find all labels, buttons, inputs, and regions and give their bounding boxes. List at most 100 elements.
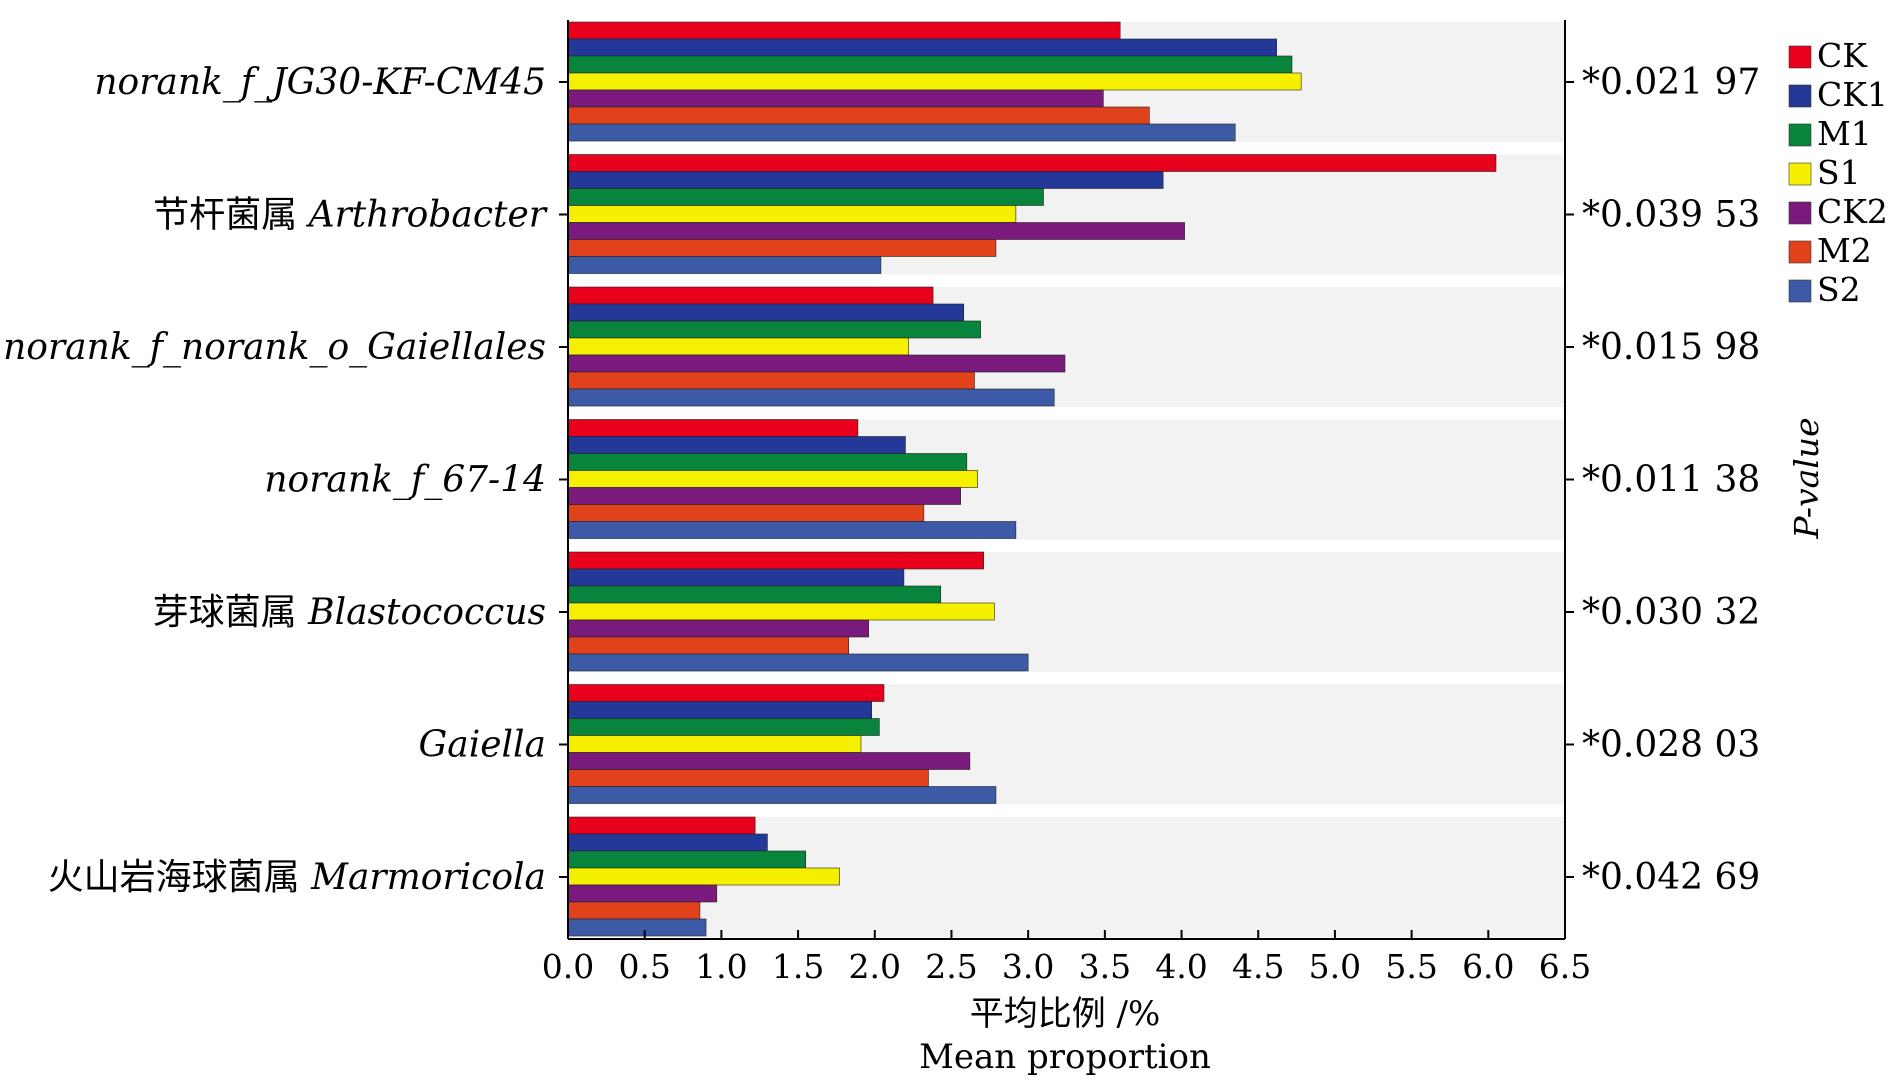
p-value-label: *0.039 53 [1582, 195, 1760, 236]
legend-swatch-m1 [1788, 123, 1812, 147]
bar-m2 [567, 901, 701, 920]
bar-s2 [567, 521, 1017, 539]
category-label: norank_f_norank_o_Gaiellales [3, 327, 546, 368]
legend-label: M1 [1817, 114, 1872, 153]
legend-swatch-s2 [1788, 279, 1812, 303]
bar-s2 [567, 123, 1236, 142]
bar-s2 [567, 388, 1055, 407]
p-value-label: *0.042 69 [1582, 857, 1760, 898]
bar-m1 [567, 585, 942, 604]
legend-swatch-m2 [1788, 240, 1812, 264]
bar-m2 [567, 106, 1150, 125]
p-value-labels: *0.021 97 *0.039 53 *0.015 98 *0.011 38 *0.0… [1582, 62, 1760, 898]
x-tick-label: 2.0 [849, 947, 901, 986]
bar-m1 [567, 320, 981, 339]
legend-label: M2 [1817, 231, 1872, 270]
bar-ck [567, 286, 934, 305]
bars-group [567, 21, 1497, 937]
bar-s1 [567, 205, 1017, 223]
bar-m1 [567, 453, 968, 471]
bar-ck2 [567, 222, 1185, 240]
p-value-label: *0.028 03 [1582, 725, 1760, 766]
bar-ck2 [567, 487, 961, 505]
bar-ck1 [567, 701, 873, 719]
x-tick-label: 6.5 [1539, 947, 1591, 986]
x-tick-label: 5.5 [1385, 947, 1437, 986]
bar-s2 [567, 256, 882, 274]
bar-s1 [567, 337, 909, 356]
category-label: 节杆菌属 Arthrobacter [153, 195, 548, 236]
bar-ck2 [567, 89, 1104, 108]
bar-ck2 [567, 884, 718, 903]
bar-s1 [567, 867, 840, 886]
x-tick-label: 4.5 [1232, 947, 1284, 986]
bar-m1 [567, 718, 880, 736]
legend-label: S1 [1817, 153, 1861, 192]
x-axis-title-chinese: 平均比例 /% [970, 994, 1161, 1034]
bar-ck1 [567, 38, 1277, 57]
x-tick-label: 1.0 [695, 947, 747, 986]
bar-s2 [567, 918, 707, 937]
x-tick-label: 0.5 [618, 947, 670, 986]
p-value-label: *0.030 32 [1582, 592, 1760, 633]
bar-m1 [567, 55, 1293, 74]
legend-swatch-ck2 [1788, 201, 1812, 225]
bar-m2 [567, 371, 975, 390]
p-value-label: *0.021 97 [1582, 62, 1760, 103]
x-tick-label: 4.0 [1155, 947, 1207, 986]
bar-ck [567, 154, 1497, 172]
legend-swatch-s1 [1788, 162, 1812, 186]
bar-m2 [567, 239, 997, 257]
bar-s2 [567, 653, 1029, 672]
bar-m2 [567, 636, 849, 655]
x-tick-label: 2.5 [925, 947, 977, 986]
legend-swatch-ck [1788, 45, 1812, 69]
bar-m2 [567, 769, 929, 787]
bar-ck1 [567, 303, 965, 322]
bar-s1 [567, 602, 995, 621]
bar-ck [567, 419, 859, 437]
bar-ck2 [567, 752, 971, 770]
x-tick-label: 0.0 [542, 947, 594, 986]
x-tick-label: 3.5 [1079, 947, 1131, 986]
category-label: norank_f_67-14 [264, 460, 546, 501]
legend-label: CK2 [1817, 192, 1888, 231]
bar-ck [567, 21, 1121, 40]
bar-ck1 [567, 171, 1164, 189]
bar-m2 [567, 504, 925, 522]
legend-swatch-ck1 [1788, 84, 1812, 108]
x-tick-label: 3.0 [1002, 947, 1054, 986]
p-value-label: *0.015 98 [1582, 327, 1760, 368]
x-tick-labels: 0.0 0.5 1.0 1.5 2.0 2.5 3.0 3.5 4.0 4.5 5.0 5.5 6.0 6… [542, 947, 1591, 986]
legend-label: CK1 [1817, 75, 1888, 114]
category-labels: norank_f_JG30-KF-CM45 节杆菌属 Arthrobacter no… [3, 62, 548, 898]
bar-s1 [567, 470, 978, 488]
bar-s1 [567, 735, 862, 753]
axes-group [559, 20, 1574, 940]
category-label: 芽球菌属 Blastococcus [153, 592, 546, 633]
bar-m1 [567, 850, 807, 869]
p-value-axis-title: P-value [1787, 417, 1826, 539]
bar-ck2 [567, 354, 1066, 373]
bar-ck2 [567, 619, 869, 638]
category-label: norank_f_JG30-KF-CM45 [94, 62, 546, 103]
x-axis-title-english: Mean proportion [919, 1037, 1211, 1077]
legend-label: CK [1817, 36, 1868, 75]
x-tick-label: 6.0 [1462, 947, 1514, 986]
bar-s1 [567, 72, 1302, 91]
bar-ck1 [567, 436, 906, 454]
x-tick-label: 5.0 [1309, 947, 1361, 986]
bar-ck [567, 551, 984, 570]
legend-label: S2 [1817, 270, 1861, 309]
bar-m1 [567, 188, 1044, 206]
x-tick-label: 1.5 [772, 947, 824, 986]
category-label: 火山岩海球菌属 Marmoricola [48, 857, 546, 898]
bar-ck [567, 684, 885, 702]
bar-ck1 [567, 568, 905, 587]
p-value-label: *0.011 38 [1582, 460, 1760, 501]
bar-ck [567, 816, 756, 835]
bar-ck1 [567, 833, 768, 852]
bar-s2 [567, 786, 997, 804]
